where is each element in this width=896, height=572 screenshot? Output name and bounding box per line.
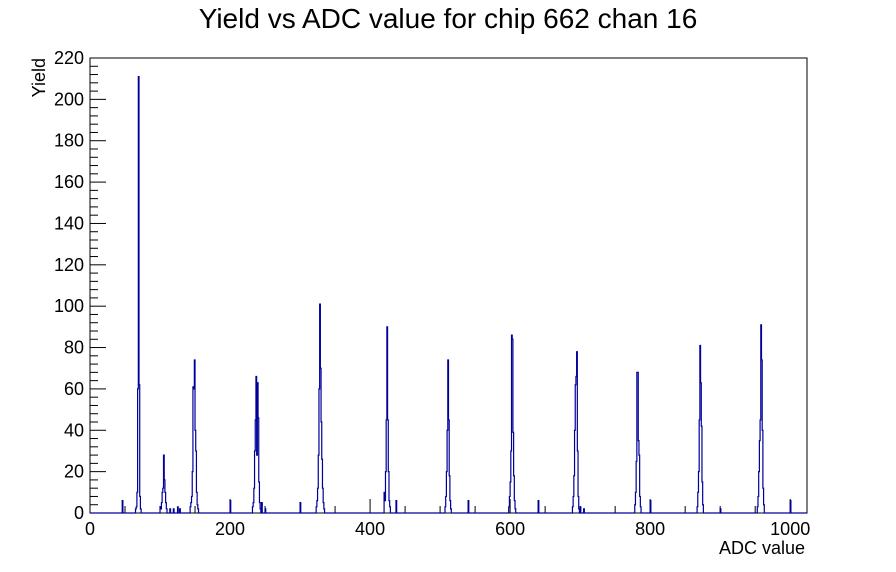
y-tick-label: 140: [54, 213, 84, 233]
y-tick-label: 60: [64, 379, 84, 399]
chart-title: Yield vs ADC value for chip 662 chan 16: [199, 3, 698, 34]
y-tick-label: 20: [64, 462, 84, 482]
x-axis-label: ADC value: [719, 538, 805, 558]
x-tick-label: 0: [85, 519, 95, 539]
x-tick-label: 1000: [770, 519, 810, 539]
y-axis-label: Yield: [29, 58, 49, 97]
x-axis: 0 200 400 600 800 1000: [85, 499, 810, 539]
histogram-series: [90, 76, 807, 514]
y-axis: 0 20 40 60 80 100 120 140 160 180 200 220: [54, 48, 106, 523]
y-tick-label: 100: [54, 296, 84, 316]
y-tick-label: 220: [54, 48, 84, 68]
x-tick-label: 200: [215, 519, 245, 539]
y-tick-label: 180: [54, 131, 84, 151]
y-tick-label: 0: [74, 503, 84, 523]
y-tick-label: 120: [54, 255, 84, 275]
y-tick-label: 80: [64, 338, 84, 358]
x-tick-label: 400: [355, 519, 385, 539]
x-tick-label: 800: [635, 519, 665, 539]
x-tick-label: 600: [495, 519, 525, 539]
y-tick-label: 200: [54, 89, 84, 109]
y-tick-label: 160: [54, 172, 84, 192]
plot-frame: [89, 57, 808, 514]
y-tick-label: 40: [64, 420, 84, 440]
